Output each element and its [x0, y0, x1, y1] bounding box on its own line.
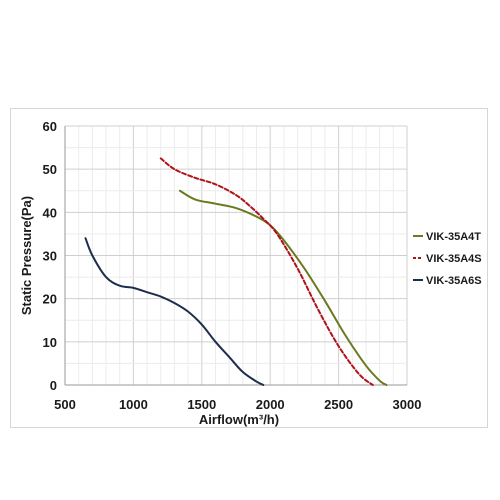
- y-tick-label: 40: [43, 205, 57, 220]
- legend: VIK-35A4T VIK-35A4S VIK-35A6S: [413, 231, 482, 287]
- x-tick-label: 1500: [187, 397, 216, 412]
- chart-frame: [10, 108, 488, 428]
- x-tick-label: 3000: [393, 397, 422, 412]
- x-tick-label: 500: [54, 397, 76, 412]
- series-line-vik-35a4s: [159, 157, 374, 386]
- legend-label-vik-35a4s: VIK-35A4S: [426, 253, 482, 265]
- series-layer: [84, 157, 388, 386]
- y-tick-label: 0: [50, 378, 57, 393]
- x-tick-label: 2000: [256, 397, 285, 412]
- x-tick-label: 1000: [119, 397, 148, 412]
- y-axis-title: Static Pressure(Pa): [19, 196, 34, 315]
- y-tick-label: 10: [43, 335, 57, 350]
- series-line-vik-35a6s: [84, 237, 265, 386]
- y-tick-label: 50: [43, 162, 57, 177]
- x-axis-title: Airflow(m³/h): [199, 412, 279, 427]
- axes: [64, 126, 407, 386]
- x-tick-label: 2500: [324, 397, 353, 412]
- y-tick-label: 60: [43, 119, 57, 134]
- legend-label-vik-35a4t: VIK-35A4T: [426, 231, 481, 243]
- legend-label-vik-35a6s: VIK-35A6S: [426, 275, 482, 287]
- y-tick-label: 20: [43, 292, 57, 307]
- y-tick-labels: 0 10 20 30 40 50 60: [43, 119, 57, 393]
- grid: [64, 125, 408, 386]
- y-tick-label: 30: [43, 249, 57, 264]
- x-tick-labels: 500 1000 1500 2000 2500 3000: [54, 397, 421, 412]
- series-line-vik-35a4t: [178, 189, 388, 386]
